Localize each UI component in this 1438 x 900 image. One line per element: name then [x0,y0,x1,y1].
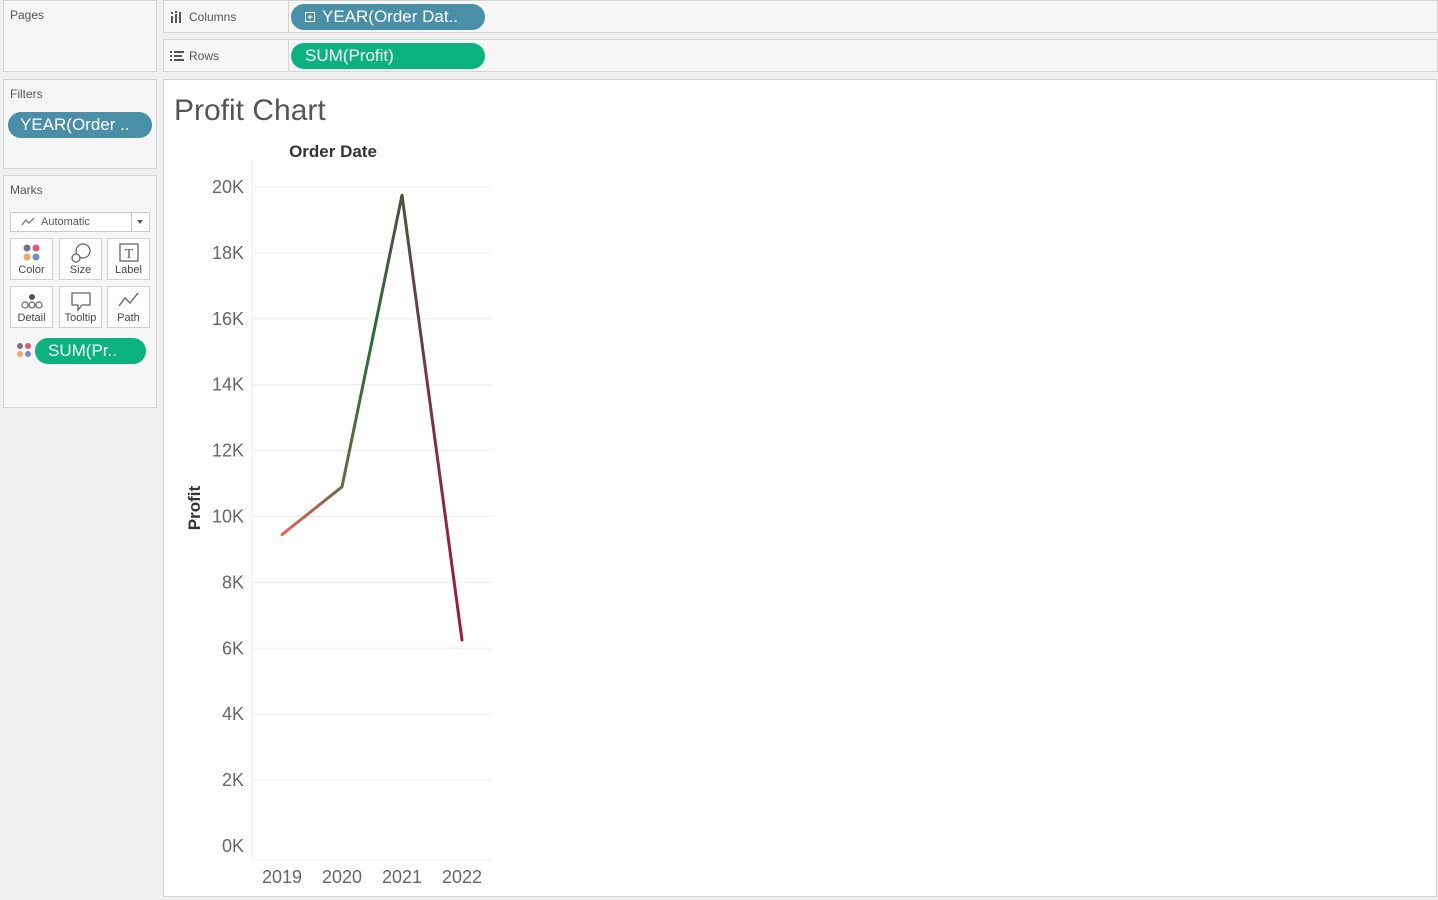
y-tick-label: 18K [212,243,244,263]
label-icon: T [119,243,139,262]
columns-shelf: Columns YEAR(Order Dat.. [163,0,1438,33]
marks-field-pill-sum-profit[interactable]: SUM(Pr.. [35,338,146,364]
data-point[interactable] [401,194,404,197]
color-icon [23,244,40,261]
x-tick-label: 2019 [262,867,302,887]
y-axis-title: Profit [185,485,204,530]
line-chart: 0K 2K 4K 6K 8K 10K 12K 14K 16K 18K 20K 2019 2020 2021… [185,142,492,887]
size-icon [71,243,91,263]
marks-detail-button[interactable]: Detail [10,286,53,328]
sheet-title: Profit Chart [174,94,326,127]
rows-shelf: Rows SUM(Profit) [163,39,1438,72]
tooltip-icon [71,292,91,312]
mark-type-dropdown[interactable]: Automatic [10,212,150,232]
rows-icon [170,51,184,61]
marks-detail-label: Detail [17,312,46,324]
path-icon [118,292,139,307]
y-tick-label: 14K [212,375,244,395]
columns-pill-label: YEAR(Order Dat.. [322,7,459,26]
data-point[interactable] [461,639,464,642]
rows-shelf-label-area: Rows [164,40,289,71]
y-tick-label: 16K [212,309,244,329]
data-point[interactable] [341,485,344,488]
marks-color-label: Color [18,264,45,276]
y-tick-label: 4K [222,704,244,724]
y-tick-label: 6K [222,638,244,658]
columns-shelf-label: Columns [189,10,237,24]
filter-pill-year-order-date[interactable]: YEAR(Order .. [8,112,152,138]
pages-card-title: Pages [10,8,45,22]
color-dots-icon [17,343,31,357]
x-tick-label: 2020 [322,867,362,887]
marks-tooltip-button[interactable]: Tooltip [59,286,102,328]
column-header-order-date: Order Date [289,142,377,161]
marks-size-button[interactable]: Size [59,238,102,280]
marks-size-label: Size [69,264,92,276]
pages-card: Pages [3,0,157,72]
worksheet-view: Profit Chart 0K 2K 4K 6K 8K 10K 12K 14K 16K 18K 20… [163,79,1437,897]
marks-card: Marks Automatic Color Size T Label [3,175,157,408]
marks-label-label: Label [115,264,142,276]
y-tick-label: 2K [222,770,244,790]
line-mark-icon [21,217,35,226]
rows-shelf-label: Rows [189,49,220,63]
expand-plus-icon[interactable] [305,12,315,22]
filters-card: Filters YEAR(Order .. [3,79,157,169]
mark-type-label: Automatic [41,216,90,228]
columns-icon [171,11,181,23]
filters-card-title: Filters [10,87,43,101]
svg-text:T: T [125,247,134,262]
x-tick-label: 2021 [382,867,422,887]
y-tick-label: 20K [212,177,244,197]
profit-line[interactable] [280,193,464,642]
rows-pill-sum-profit[interactable]: SUM(Profit) [291,43,485,69]
x-tick-label: 2022 [442,867,482,887]
columns-shelf-label-area: Columns [164,1,289,32]
data-point[interactable] [281,533,284,536]
marks-path-button[interactable]: Path [107,286,150,328]
marks-tooltip-label: Tooltip [64,312,97,324]
marks-color-button[interactable]: Color [10,238,53,280]
detail-icon [21,294,43,309]
y-tick-label: 0K [222,836,244,856]
chevron-down-icon[interactable] [131,213,149,231]
marks-path-label: Path [117,312,140,324]
y-tick-label: 10K [212,507,244,527]
marks-label-button[interactable]: T Label [107,238,150,280]
marks-card-title: Marks [10,183,43,197]
y-tick-label: 12K [212,441,244,461]
columns-pill-year-order-date[interactable]: YEAR(Order Dat.. [291,4,485,30]
y-tick-label: 8K [222,572,244,592]
